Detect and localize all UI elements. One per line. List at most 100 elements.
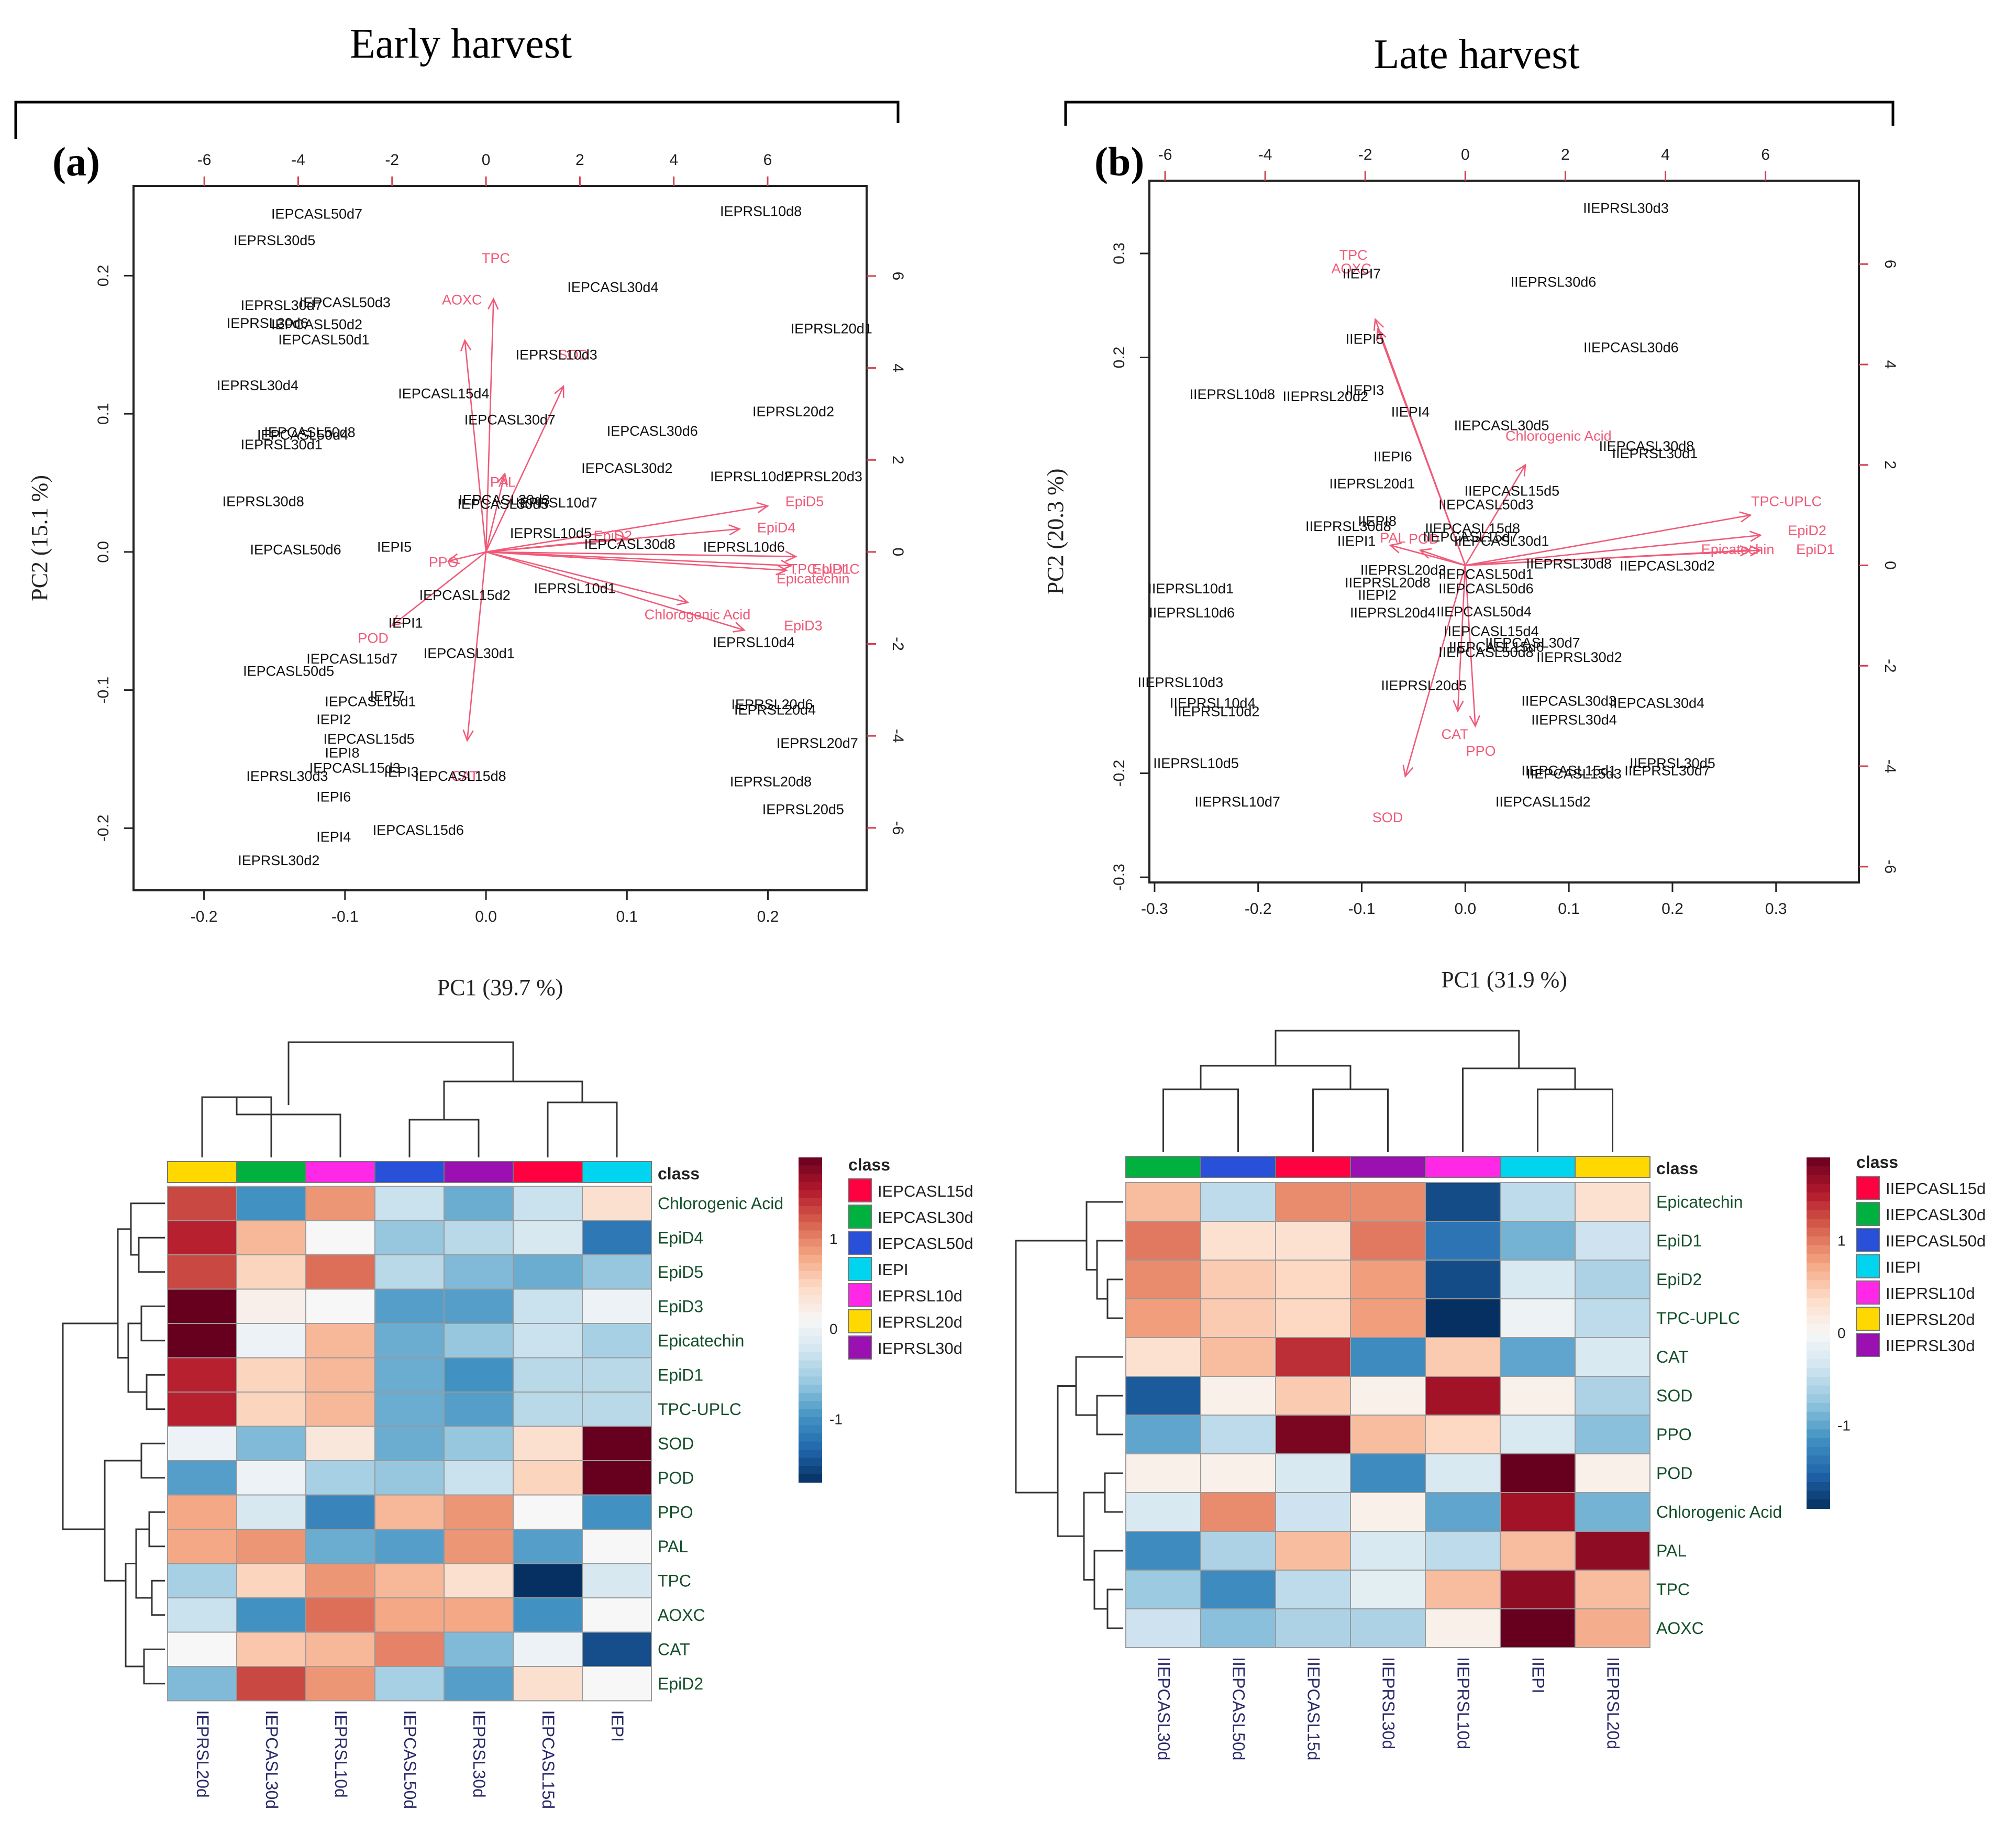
row-label: SOD (1656, 1386, 1692, 1405)
heatmap-cell (236, 1254, 306, 1290)
heatmap-cell (444, 1254, 514, 1290)
panel-label-a: (a) (52, 139, 100, 184)
panel-label-b: (b) (1094, 139, 1144, 184)
score-label: IIEPCASL30d2 (1620, 558, 1715, 574)
heatmap-cell (374, 1460, 445, 1496)
class-bar-cell (167, 1161, 237, 1183)
heatmap-cell (1575, 1453, 1651, 1493)
x-tick-label: 0.1 (616, 908, 638, 925)
score-label: IIEPRSL20d3 (1360, 562, 1446, 578)
score-label: IIEPCASL15d8 (1425, 521, 1520, 536)
heatmap-cell (513, 1666, 583, 1702)
heatmap-cell (1125, 1182, 1201, 1222)
loading-arrow (466, 551, 487, 741)
color-scale-segment (799, 1181, 822, 1190)
class-bar-cell (305, 1161, 375, 1183)
row-label: EpiD2 (1656, 1270, 1702, 1289)
row-label: POD (1656, 1464, 1692, 1483)
score-label: IIEPCASL30d3 (1521, 693, 1616, 709)
loading-arrow-head (776, 564, 788, 576)
color-scale-segment (1807, 1438, 1830, 1448)
row-label: AOXC (1656, 1619, 1704, 1638)
color-scale-segment (1807, 1455, 1830, 1465)
heatmap-cell (582, 1323, 652, 1359)
heatmap-cell (167, 1494, 237, 1530)
loading-arrow-head (676, 594, 690, 606)
heatmap-cell (513, 1529, 583, 1564)
heatmap-cell (1275, 1415, 1351, 1454)
loading-label: SOD (558, 347, 589, 363)
color-scale-segment (799, 1279, 822, 1288)
loading-arrow-head (1740, 545, 1752, 557)
y-tick-label: -0.2 (95, 814, 112, 842)
row-label: PPO (658, 1503, 693, 1521)
heatmap-cell (582, 1288, 652, 1324)
heatmap-cell (1275, 1337, 1351, 1377)
score-label: IEPI7 (370, 688, 405, 704)
score-label: IEPRSL20d3 (781, 469, 862, 484)
color-scale-segment (1807, 1306, 1830, 1316)
color-scale-segment (1807, 1420, 1830, 1430)
color-scale-segment (799, 1328, 822, 1337)
class-legend-swatch (848, 1257, 872, 1281)
score-label: IIEPRSL10d6 (1149, 605, 1235, 621)
class-legend-swatch (1856, 1254, 1880, 1278)
color-scale-segment (1807, 1298, 1830, 1307)
heatmap-cell (236, 1392, 306, 1427)
heatmap-cell (1500, 1260, 1576, 1299)
right-tick-label: -6 (1881, 859, 1899, 874)
column-label: IEPRSL10d (331, 1710, 350, 1798)
loading-label: AOXC (1331, 261, 1371, 277)
top-tick-label: -6 (197, 151, 212, 169)
x-tick-label: -0.2 (191, 908, 218, 925)
class-legend-swatch (848, 1178, 872, 1202)
right-tick-label: -2 (889, 637, 906, 651)
color-scale-segment (799, 1165, 822, 1174)
heatmap-cell (374, 1392, 445, 1427)
heatmap-cell (1425, 1376, 1501, 1416)
color-scale-segment (799, 1311, 822, 1320)
y-tick-label: -0.2 (1111, 760, 1128, 787)
score-label: IEPCASL30d8 (584, 536, 675, 552)
score-label: IIEPCASL50d1 (1438, 566, 1534, 582)
class-legend-swatch (848, 1283, 872, 1307)
loading-arrow-head (1739, 511, 1752, 523)
loading-label: EpiD2 (594, 528, 633, 544)
heatmap-cell (305, 1563, 375, 1598)
loading-arrow-head (1373, 317, 1384, 331)
row-label: POD (658, 1468, 694, 1487)
color-scale-segment (1807, 1376, 1830, 1386)
column-label: IEPI (608, 1710, 627, 1742)
score-label: IIEPRSL20d8 (1345, 575, 1431, 590)
heatmap-cell (513, 1631, 583, 1667)
heatmap-cell (1125, 1221, 1201, 1261)
loading-label: EpiD2 (1788, 523, 1826, 538)
color-scale-segment (1807, 1429, 1830, 1439)
class-legend-label: IEPI (878, 1261, 909, 1279)
class-legend-swatch (1856, 1280, 1880, 1305)
class-legend-swatch (1856, 1307, 1880, 1331)
loading-label: PAL (1380, 530, 1405, 546)
color-scale-segment (1807, 1236, 1830, 1246)
heatmap-cell (236, 1631, 306, 1667)
heatmap-cell (1125, 1298, 1201, 1338)
color-scale-segment (799, 1376, 822, 1385)
heatmap-cell (1125, 1531, 1201, 1571)
loading-arrow-head (728, 524, 741, 536)
heatmap-cell (1200, 1531, 1276, 1571)
y-tick-label: -0.1 (95, 677, 112, 704)
heatmap-cell (167, 1563, 237, 1598)
color-scale-tick: 1 (829, 1231, 838, 1247)
x-tick-label: -0.1 (331, 908, 359, 925)
heatmap-cell (1200, 1298, 1276, 1338)
row-label: Chlorogenic Acid (1656, 1503, 1782, 1521)
color-scale-segment (799, 1255, 822, 1264)
color-scale-segment (799, 1190, 822, 1199)
class-legend-label: IIEPCASL30d (1886, 1206, 1986, 1224)
score-label: IIEPI6 (1373, 449, 1412, 465)
loading-label: PPO (429, 554, 459, 570)
heatmap-cell (1350, 1221, 1426, 1261)
score-label: IIEPCASL30d7 (1485, 635, 1580, 650)
score-label: IEPCASL50d2 (271, 317, 362, 333)
